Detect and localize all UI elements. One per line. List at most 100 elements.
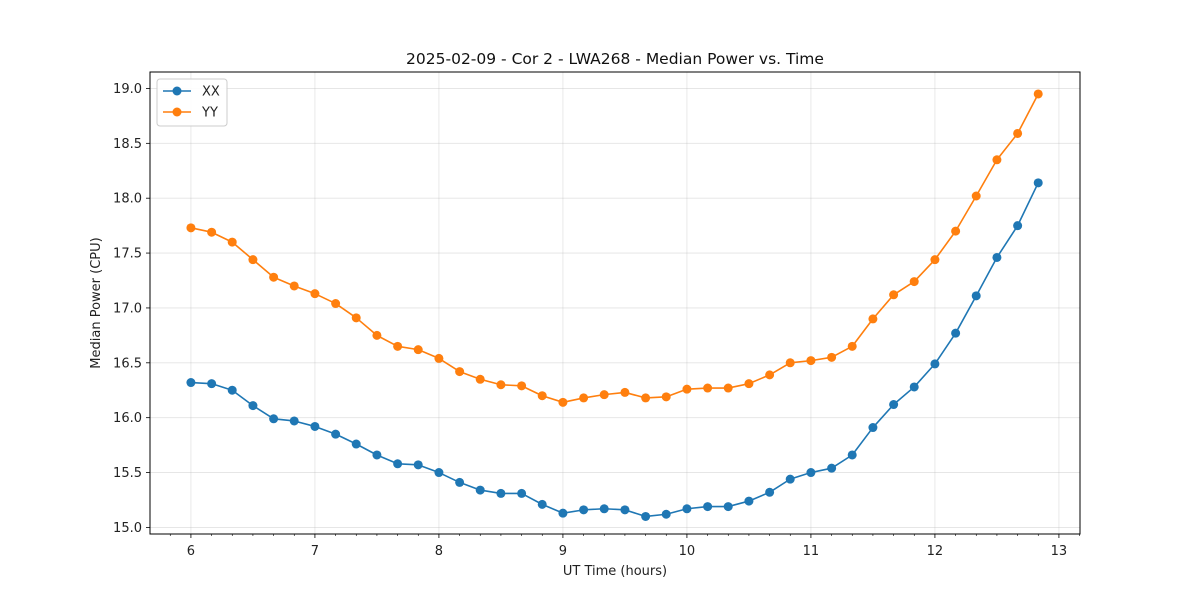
data-point-xx <box>682 504 692 514</box>
data-point-yy <box>806 356 816 366</box>
data-point-yy <box>620 387 630 397</box>
chart-title: 2025-02-09 - Cor 2 - LWA268 - Median Pow… <box>406 50 824 68</box>
y-tick-label: 18.5 <box>113 137 142 152</box>
data-point-yy <box>868 314 878 324</box>
data-point-yy <box>331 299 341 309</box>
data-point-xx <box>723 502 733 512</box>
data-point-xx <box>785 474 795 484</box>
data-point-yy <box>1013 128 1023 138</box>
data-point-xx <box>868 423 878 433</box>
data-point-yy <box>930 255 940 265</box>
data-point-xx <box>951 328 961 338</box>
x-tick-label: 12 <box>927 544 944 559</box>
x-tick-label: 6 <box>187 544 195 559</box>
data-point-yy <box>992 155 1002 165</box>
data-point-yy <box>393 341 403 351</box>
data-point-yy <box>207 227 217 237</box>
data-point-xx <box>455 477 465 487</box>
y-tick-label: 15.0 <box>113 521 142 536</box>
y-axis-label: Median Power (CPU) <box>89 237 104 368</box>
grid <box>150 72 1080 534</box>
data-point-xx <box>971 291 981 301</box>
data-point-yy <box>310 289 320 299</box>
data-point-xx <box>558 508 568 518</box>
data-point-yy <box>186 223 196 233</box>
data-point-xx <box>806 468 816 478</box>
data-point-yy <box>703 383 713 393</box>
legend: XX YY <box>156 78 228 127</box>
data-point-yy <box>517 381 527 391</box>
data-point-xx <box>186 378 196 388</box>
data-point-xx <box>310 421 320 431</box>
data-point-yy <box>248 255 258 265</box>
data-point-xx <box>496 488 506 498</box>
data-point-xx <box>992 252 1002 262</box>
data-point-xx <box>248 401 258 411</box>
legend-label-yy: YY <box>201 106 218 121</box>
data-point-xx <box>599 504 609 514</box>
x-tick-label: 11 <box>803 544 820 559</box>
x-tick-label: 9 <box>559 544 567 559</box>
data-point-yy <box>475 374 485 384</box>
data-point-xx <box>930 359 940 369</box>
data-point-xx <box>847 450 857 460</box>
data-point-xx <box>889 400 899 410</box>
data-point-xx <box>351 439 361 449</box>
data-point-yy <box>951 226 961 236</box>
data-point-xx <box>434 468 444 478</box>
axis-ticks: 6 7 8 9 10 11 12 13 15.0 15.5 16.0 16.5 17.0 17.5 18.0… <box>113 82 1080 559</box>
data-point-yy <box>682 384 692 394</box>
data-point-xx <box>1013 221 1023 231</box>
data-point-yy <box>413 345 423 355</box>
y-tick-label: 17.5 <box>113 247 142 262</box>
data-point-xx <box>909 382 919 392</box>
data-point-yy <box>744 379 754 389</box>
data-point-xx <box>537 499 547 509</box>
y-tick-label: 16.5 <box>113 356 142 371</box>
data-point-yy <box>641 393 651 403</box>
plot-series <box>186 89 1043 521</box>
data-point-xx <box>413 460 423 470</box>
data-point-yy <box>537 391 547 401</box>
x-axis-label: UT Time (hours) <box>563 564 667 579</box>
data-point-yy <box>909 277 919 287</box>
data-point-xx <box>289 416 299 426</box>
x-tick-label: 13 <box>1051 544 1068 559</box>
y-tick-label: 15.5 <box>113 466 142 481</box>
data-point-xx <box>207 379 217 389</box>
data-point-yy <box>723 383 733 393</box>
data-point-yy <box>889 290 899 300</box>
data-point-yy <box>289 281 299 291</box>
data-point-yy <box>227 237 237 247</box>
data-point-xx <box>227 385 237 395</box>
data-point-yy <box>496 380 506 390</box>
data-point-xx <box>641 511 651 521</box>
y-tick-label: 16.0 <box>113 411 142 426</box>
x-tick-label: 10 <box>679 544 696 559</box>
data-point-xx <box>765 487 775 497</box>
x-tick-label: 8 <box>435 544 443 559</box>
data-point-xx <box>661 509 671 519</box>
legend-marker-yy <box>172 107 182 117</box>
data-point-yy <box>579 393 589 403</box>
data-point-yy <box>599 390 609 400</box>
data-point-xx <box>744 496 754 506</box>
legend-label-xx: XX <box>202 85 220 100</box>
data-point-yy <box>558 397 568 407</box>
data-point-xx <box>827 463 837 473</box>
x-tick-label: 7 <box>311 544 319 559</box>
data-point-yy <box>661 392 671 402</box>
data-point-yy <box>455 367 465 377</box>
data-point-yy <box>1033 89 1043 99</box>
data-point-yy <box>351 313 361 323</box>
y-tick-label: 19.0 <box>113 82 142 97</box>
data-point-xx <box>269 414 279 424</box>
data-point-yy <box>269 272 279 282</box>
data-point-xx <box>517 488 527 498</box>
y-tick-label: 17.0 <box>113 301 142 316</box>
data-point-xx <box>372 450 382 460</box>
data-point-yy <box>434 353 444 363</box>
data-point-yy <box>765 370 775 380</box>
data-point-xx <box>331 429 341 439</box>
